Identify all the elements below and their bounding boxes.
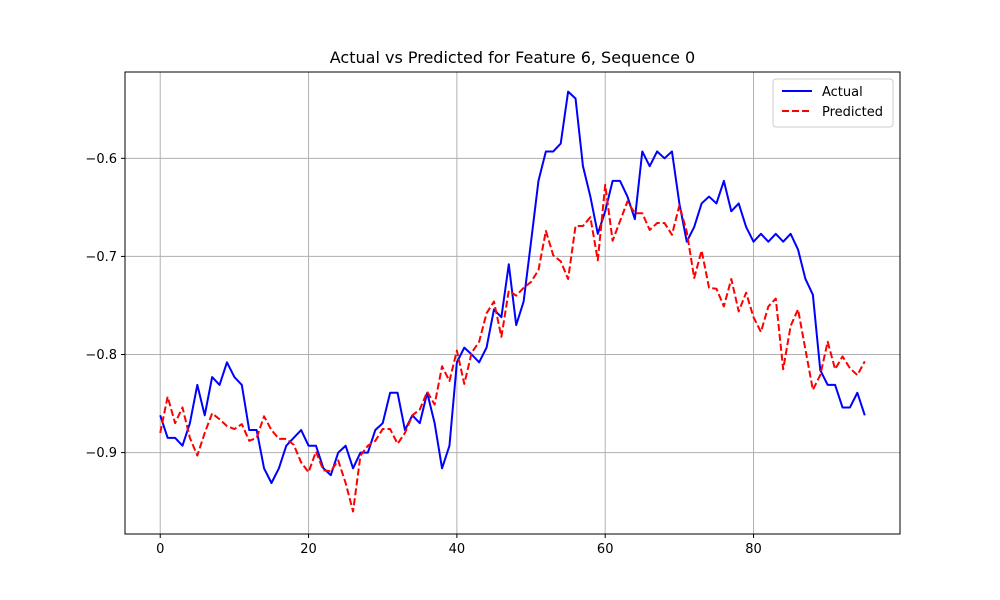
x-tick-label: 80 (745, 542, 762, 557)
y-tick-label: −0.6 (85, 152, 117, 167)
series-line-actual (159, 90, 866, 484)
legend: Actual Predicted (772, 78, 894, 128)
y-tick-label: −0.9 (85, 446, 117, 461)
legend-label-actual: Actual (822, 85, 863, 100)
chart-title: Actual vs Predicted for Feature 6, Seque… (330, 48, 695, 67)
y-tick-label: −0.8 (85, 348, 117, 363)
legend-label-predicted: Predicted (822, 105, 883, 120)
y-tick-label: −0.7 (85, 250, 117, 265)
x-tick-label: 60 (597, 542, 614, 557)
axes-frame (124, 71, 901, 535)
x-tick-label: 0 (156, 542, 164, 557)
x-axis: 0 20 40 60 80 (156, 534, 762, 557)
series-line-predicted (159, 183, 866, 513)
x-tick-label: 40 (449, 542, 466, 557)
grid (125, 72, 900, 534)
y-axis: −0.9 −0.8 −0.7 −0.6 (85, 152, 125, 461)
x-tick-label: 20 (300, 542, 317, 557)
series-layer (159, 90, 866, 513)
